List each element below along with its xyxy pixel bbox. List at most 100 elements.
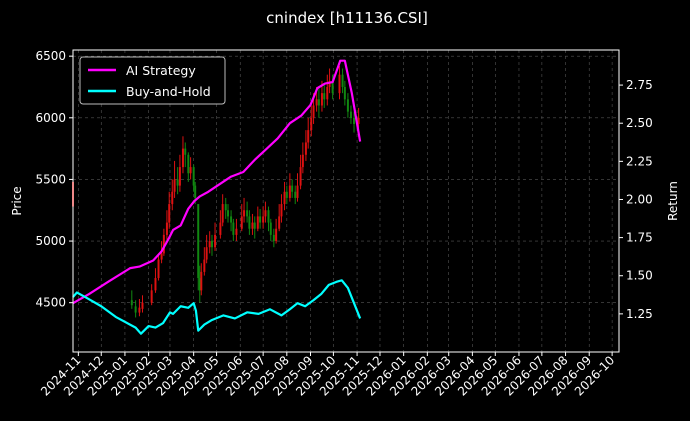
y-tick-label-left: 4500 (35, 296, 66, 310)
y-tick-label-right: 1.75 (626, 231, 653, 245)
y-tick-label-left: 5500 (35, 172, 66, 186)
candle-body (338, 74, 341, 94)
candle-body (176, 179, 179, 186)
candle-body (310, 117, 313, 131)
candle-body (248, 216, 251, 229)
y-tick-label-left: 6000 (35, 111, 66, 125)
y-tick-label-right: 2.25 (626, 154, 653, 168)
candle-body (178, 167, 181, 186)
candle-body (323, 93, 326, 100)
candle-body (280, 204, 283, 217)
candle-body (294, 191, 297, 198)
legend: AI Strategy Buy-and-Hold (79, 56, 226, 105)
candle-body (312, 105, 315, 118)
candle-body (134, 306, 137, 313)
candle-body (353, 117, 356, 124)
candle-body (203, 259, 206, 272)
candle-body (227, 210, 230, 217)
candle-body (219, 222, 222, 235)
y-tick-label-right: 2.75 (626, 78, 653, 92)
y-tick-label-right: 1.25 (626, 307, 653, 321)
candle-body (194, 185, 197, 198)
candle-body (288, 185, 291, 198)
y-tick-label-left: 5000 (35, 234, 66, 248)
candle-body (141, 302, 144, 309)
candle-body (264, 210, 267, 217)
candle-body (296, 185, 299, 198)
candle-body (205, 247, 208, 260)
candle-body (154, 278, 157, 291)
legend-box (79, 56, 226, 105)
candle-body (198, 278, 201, 291)
candle-body (157, 259, 160, 279)
candle-body (326, 86, 329, 100)
candle-body (197, 204, 200, 279)
candle-body (251, 222, 254, 229)
y-tick-label-right: 2.50 (626, 116, 653, 130)
candle-body (214, 234, 217, 248)
candle-body (184, 148, 187, 155)
candle-body (162, 234, 165, 254)
candle-body (189, 167, 192, 174)
candle-body (304, 142, 307, 155)
candle-body (256, 216, 259, 229)
candle-body (320, 93, 323, 106)
y-tick-label-left: 6500 (35, 49, 66, 63)
y-tick-label-right: 1.50 (626, 269, 653, 283)
candle-body (130, 300, 133, 306)
ai-strategy-line (72, 59, 362, 305)
candle-body (341, 74, 344, 87)
candle-body (299, 167, 302, 186)
candle-body (346, 99, 349, 112)
candle-body (200, 271, 203, 291)
candle-body (272, 234, 275, 242)
candle-body (307, 130, 310, 143)
candle-body (173, 179, 176, 192)
candle-body (253, 222, 256, 229)
candle-body (235, 228, 238, 235)
candle-body (232, 222, 235, 235)
buy-and-hold-line (72, 279, 362, 335)
candle-body (168, 204, 171, 223)
candle-body (283, 191, 286, 205)
candle-body (150, 290, 153, 303)
candle-body (187, 154, 190, 174)
candle-body (275, 228, 278, 242)
candle-body (317, 99, 320, 106)
candle-body (328, 80, 331, 87)
candle-body (246, 210, 249, 217)
candle-body (315, 99, 318, 106)
candle-body (192, 167, 195, 186)
line-series-group (72, 59, 362, 335)
candle-body (210, 241, 213, 248)
candle-body (171, 191, 174, 205)
candle-body (165, 222, 168, 235)
y-tick-label-right: 2.00 (626, 192, 653, 206)
candle-body (181, 148, 184, 168)
candle-body (331, 80, 334, 94)
candle-body (160, 253, 163, 260)
candle-body (224, 204, 227, 211)
candle-body (259, 216, 262, 223)
plot-frame (72, 49, 620, 353)
chart-title: cnindex [h11136.CSI] (266, 9, 428, 27)
candle-body (278, 216, 281, 229)
candle-body (262, 216, 265, 223)
y-axis-label-left: Price (10, 186, 24, 215)
candle-body (240, 216, 243, 229)
candle-body (301, 154, 304, 168)
candle-body (343, 86, 346, 100)
legend-label-ai-strategy: AI Strategy (126, 63, 196, 78)
legend-label-buy-and-hold: Buy-and-Hold (126, 84, 211, 99)
candle-body (349, 111, 352, 118)
candle-body (285, 191, 288, 198)
candle-body (138, 307, 141, 313)
candle-body (221, 204, 224, 223)
candle-body (269, 222, 272, 235)
candle-body (243, 210, 246, 217)
candle-body (208, 241, 211, 248)
candle-body (267, 210, 270, 223)
y-axis-label-right: Return (666, 181, 680, 221)
